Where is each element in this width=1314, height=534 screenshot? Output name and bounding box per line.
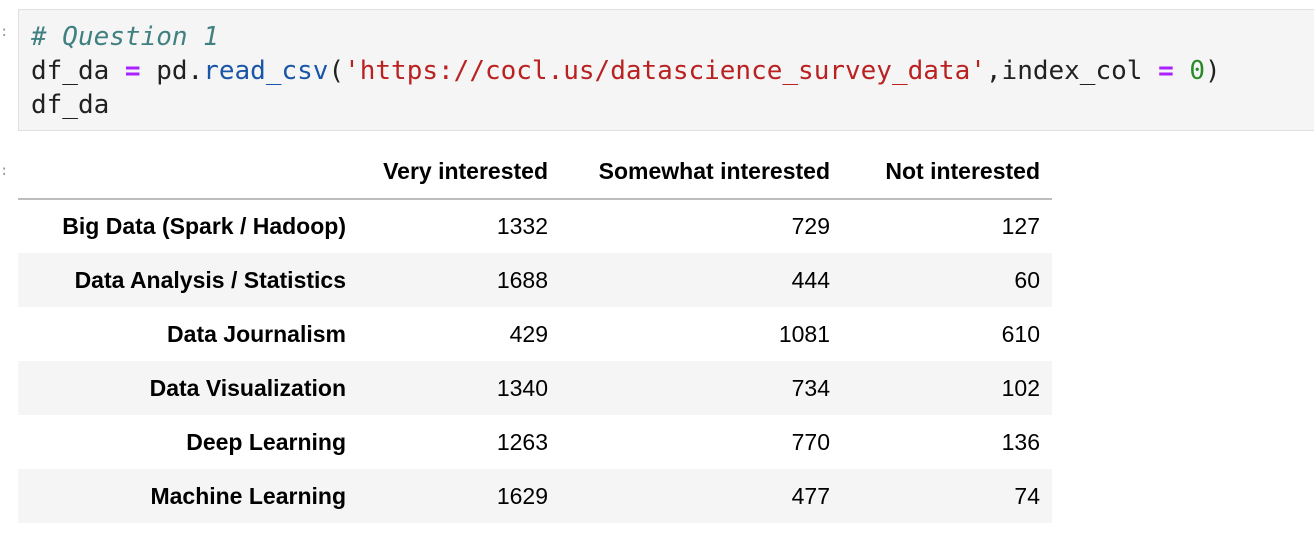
table-row: Data Visualization 1340 734 102 xyxy=(18,361,1052,415)
table-cell: 102 xyxy=(1001,374,1040,401)
index-header xyxy=(18,145,358,200)
table-cell: 429 xyxy=(509,320,548,347)
table-cell: 1629 xyxy=(496,482,548,509)
code-token-plain: ) xyxy=(1205,56,1221,86)
code-token-plain: df_da xyxy=(31,90,110,120)
row-index-label: Data Analysis / Statistics xyxy=(74,266,346,293)
code-token-op: = xyxy=(1158,56,1174,86)
column-header: Not interested xyxy=(842,145,1052,200)
table-cell: 770 xyxy=(791,428,830,455)
output-prompt-marker: : xyxy=(0,163,9,179)
code-line: df_da xyxy=(31,88,1221,122)
code-token-plain: ,index_col xyxy=(985,56,1159,86)
dataframe-output: Very interested Somewhat interested Not … xyxy=(18,145,1052,523)
table-cell: 1332 xyxy=(496,213,548,239)
table-row: Deep Learning 1263 770 136 xyxy=(18,415,1052,469)
table-cell: 127 xyxy=(1001,213,1040,239)
code-token-fn: read_csv xyxy=(203,56,329,86)
table-cell: 444 xyxy=(791,266,830,293)
table-cell: 1688 xyxy=(496,266,548,293)
code-token-num: 0 xyxy=(1189,56,1206,86)
table-cell: 1263 xyxy=(496,428,548,455)
code-token-str: 'https://cocl.us/datascience_survey_data… xyxy=(344,56,986,86)
code-token-plain: pd. xyxy=(140,56,204,86)
code-cell[interactable]: # Question 1 df_da = pd.read_csv('https:/… xyxy=(18,9,1314,131)
row-index-label: Data Journalism xyxy=(167,320,346,347)
code-token-plain: ( xyxy=(328,56,345,86)
row-index-label: Data Visualization xyxy=(149,374,346,401)
code-token-op: = xyxy=(124,56,141,86)
code-token-plain: df_da xyxy=(31,56,125,86)
code-line: # Question 1 xyxy=(31,20,1221,54)
table-row: Data Journalism 429 1081 610 xyxy=(18,307,1052,361)
column-header: Somewhat interested xyxy=(560,145,842,200)
table-row: Big Data (Spark / Hadoop) 1332 729 127 xyxy=(18,199,1052,253)
table-cell: 1340 xyxy=(496,374,548,401)
table-header-row: Very interested Somewhat interested Not … xyxy=(18,145,1052,200)
table-cell: 74 xyxy=(1014,482,1040,509)
row-index-label: Deep Learning xyxy=(186,428,346,455)
table-cell: 1081 xyxy=(778,320,830,347)
table-cell: 60 xyxy=(1014,266,1040,293)
column-header: Very interested xyxy=(358,145,560,200)
row-index-label: Machine Learning xyxy=(150,482,346,509)
table-row: Data Analysis / Statistics 1688 444 60 xyxy=(18,253,1052,307)
code-editor[interactable]: # Question 1 df_da = pd.read_csv('https:/… xyxy=(31,20,1221,122)
code-token-plain xyxy=(1174,56,1190,86)
code-line: df_da = pd.read_csv('https://cocl.us/dat… xyxy=(31,54,1221,88)
table-cell: 729 xyxy=(791,213,830,239)
table-cell: 477 xyxy=(791,482,830,509)
code-token-comment: # Question 1 xyxy=(31,22,219,52)
table-row: Machine Learning 1629 477 74 xyxy=(18,469,1052,523)
input-prompt-marker: : xyxy=(0,24,9,40)
table-cell: 734 xyxy=(791,374,830,401)
row-index-label: Big Data (Spark / Hadoop) xyxy=(62,213,346,239)
table-cell: 136 xyxy=(1001,428,1040,455)
table-cell: 610 xyxy=(1001,320,1040,347)
